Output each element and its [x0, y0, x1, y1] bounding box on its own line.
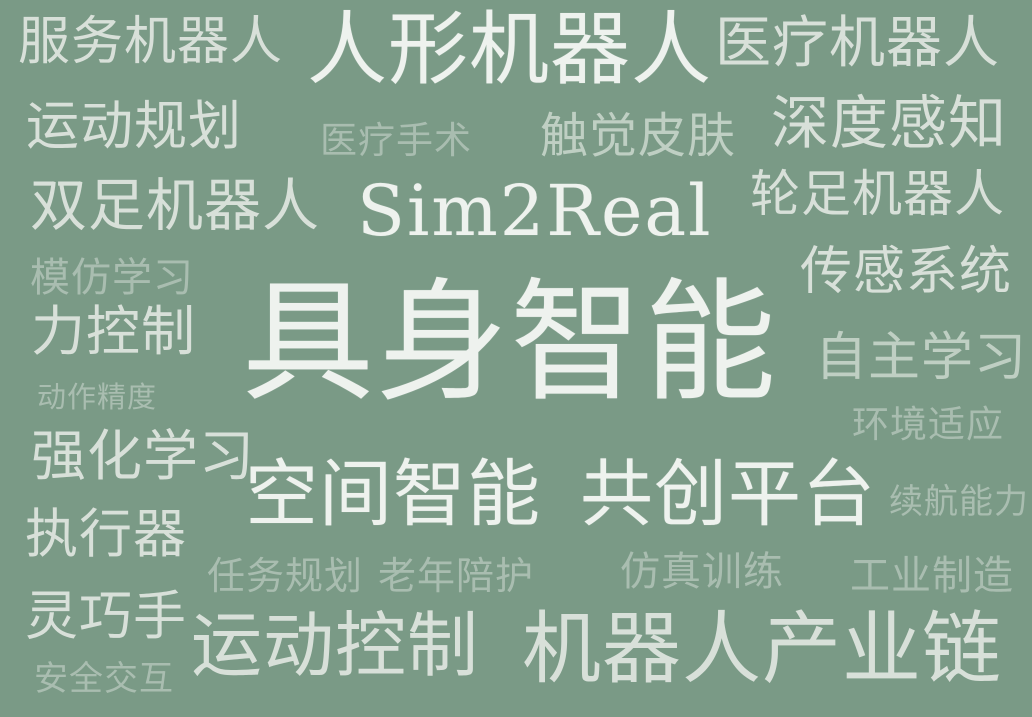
word-tactile-skin: 触觉皮肤: [540, 108, 737, 164]
word-motion-control: 运动控制: [191, 604, 480, 687]
word-sensing-system: 传感系统: [800, 242, 1013, 302]
word-embodied-intelligence: 具身智能: [242, 266, 778, 420]
word-co-creation-platform: 共创平台: [580, 452, 876, 537]
word-robot-industry-chain: 机器人产业链: [522, 603, 1002, 695]
word-spatial-intelligence: 空间智能: [245, 452, 541, 537]
word-motion-planning: 运动规划: [26, 96, 242, 157]
word-endurance: 续航能力: [889, 482, 1029, 522]
word-service-robot: 服务机器人: [18, 12, 284, 72]
word-imitation-learning: 模仿学习: [30, 255, 194, 301]
word-dexterous-hand: 灵巧手: [25, 586, 187, 647]
word-reinforcement-learning: 强化学习: [31, 424, 256, 488]
word-wheel-legged-robot: 轮足机器人: [750, 165, 1005, 223]
word-medical-surgery: 医疗手术: [320, 119, 472, 162]
word-actuator: 执行器: [25, 504, 187, 565]
word-elderly-care: 老年陪护: [378, 554, 535, 598]
word-safe-interaction: 安全交互: [34, 659, 174, 699]
word-medical-robot: 医疗机器人: [715, 11, 1000, 76]
word-task-planning: 任务规划: [207, 554, 364, 598]
word-depth-perception: 深度感知: [771, 89, 1008, 157]
word-simulation-training: 仿真训练: [620, 549, 784, 595]
word-force-control: 力控制: [31, 300, 196, 363]
word-motion-precision: 动作精度: [37, 380, 158, 414]
word-humanoid-robot: 人形机器人: [307, 3, 712, 96]
word-environment-adaptation: 环境适应: [852, 403, 1004, 446]
word-biped-robot: 双足机器人: [30, 173, 320, 239]
word-industrial-manufacturing: 工业制造: [850, 553, 1014, 599]
word-autonomous-learning: 自主学习: [815, 328, 1028, 388]
word-sim2real: Sim2Real: [357, 170, 713, 252]
